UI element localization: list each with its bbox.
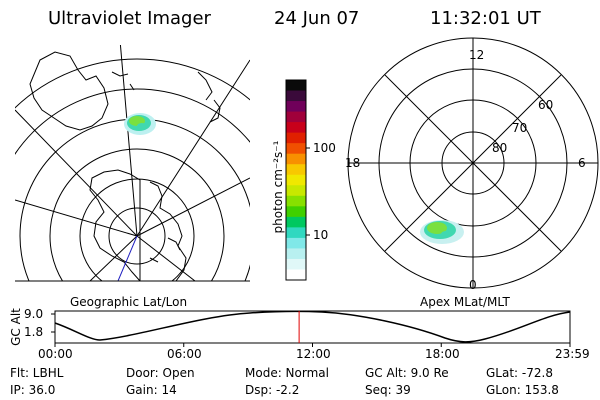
colorbar-band [286, 195, 306, 207]
glat-info: GLat: -72.8 [486, 366, 553, 380]
lon-line [119, 45, 138, 237]
x-tick-label: 00:00 [38, 347, 73, 361]
colorbar-frame [285, 79, 307, 281]
colorbar-band [286, 132, 306, 144]
aurora-emission-geo [124, 113, 156, 135]
aurora-emission-mag [420, 220, 464, 244]
lat-circle [15, 88, 250, 155]
geographic-panel-label: Geographic Lat/Lon [70, 295, 188, 309]
x-tick-label: 12:00 [296, 347, 331, 361]
lat-circle [15, 58, 250, 109]
mlat-label-80: 80 [492, 141, 508, 155]
colorbar-band [286, 206, 306, 218]
altitude-curve [54, 310, 571, 343]
lat-circle [108, 207, 166, 265]
spacecraft-footprint-line [117, 235, 138, 281]
lon-line [89, 235, 138, 281]
colorbar-band [286, 269, 306, 281]
lat-circle [49, 148, 225, 281]
colorbar-unit-label: photon cm⁻²s⁻¹ [271, 140, 285, 234]
altitude-ytick-1-8: 1.8 [24, 325, 44, 339]
colorbar-band [286, 174, 306, 186]
magnetic-panel-label: Apex MLat/MLT [420, 295, 510, 309]
colorbar-band [286, 237, 306, 249]
mlt-label-18: 18 [345, 156, 361, 170]
lon-line [15, 109, 138, 237]
colorbar-band [286, 101, 306, 113]
island-coastline [111, 71, 181, 263]
gc-alt-info: GC Alt: 9.0 Re [365, 366, 449, 380]
colorbar-tick-100: 100 [313, 141, 336, 155]
colorbar-band [286, 153, 306, 165]
glon-info: GLon: 153.8 [486, 383, 559, 397]
altitude-ylabel: GC Alt [9, 308, 23, 346]
mlat-label-70: 70 [512, 121, 528, 135]
geographic-map [15, 45, 250, 281]
colorbar-band [286, 111, 306, 123]
mlt-label-6: 6 [578, 156, 586, 170]
magnetic-polar-plot [347, 37, 599, 289]
colorbar-band [286, 122, 306, 134]
colorbar-band [286, 258, 306, 270]
lon-line [136, 177, 250, 237]
altitude-plot [51, 310, 571, 347]
colorbar [286, 80, 306, 281]
mlt-label-0: 0 [469, 278, 477, 292]
lat-circle [79, 178, 195, 281]
gain-info: Gain: 14 [126, 383, 177, 397]
lon-line [15, 199, 138, 237]
x-tick-label: 23:59 [555, 347, 590, 361]
colorbar-tick-10: 10 [313, 228, 329, 242]
time-label: 11:32:01 UT [430, 8, 541, 29]
colorbar-band [286, 80, 306, 92]
australia-coastline [29, 51, 109, 131]
new-zealand-coastline [197, 71, 221, 123]
mlt-label-12: 12 [469, 48, 485, 62]
date-label: 24 Jun 07 [274, 8, 360, 29]
colorbar-band [286, 216, 306, 228]
x-ticks [54, 343, 571, 347]
lon-line [136, 59, 250, 237]
x-tick-label: 18:00 [425, 347, 460, 361]
colorbar-band [286, 248, 306, 260]
colorbar-band [286, 164, 306, 176]
antarctica-coastline [89, 169, 187, 281]
mode-info: Mode: Normal [245, 366, 329, 380]
ip-info: IP: 36.0 [10, 383, 56, 397]
colorbar-band [286, 90, 306, 102]
colorbar-band [286, 185, 306, 197]
x-tick-label: 06:00 [167, 347, 202, 361]
mlat-label-60: 60 [538, 98, 554, 112]
dsp-info: Dsp: -2.2 [245, 383, 300, 397]
filter-info: Flt: LBHL [10, 366, 64, 380]
instrument-title: Ultraviolet Imager [48, 8, 211, 29]
door-info: Door: Open [126, 366, 195, 380]
colorbar-band [286, 143, 306, 155]
altitude-plot-frame [54, 310, 571, 344]
mlt-line [384, 74, 562, 252]
colorbar-band [286, 227, 306, 239]
lon-line [136, 235, 196, 281]
seq-info: Seq: 39 [365, 383, 411, 397]
altitude-ytick-9: 9.0 [24, 307, 44, 321]
